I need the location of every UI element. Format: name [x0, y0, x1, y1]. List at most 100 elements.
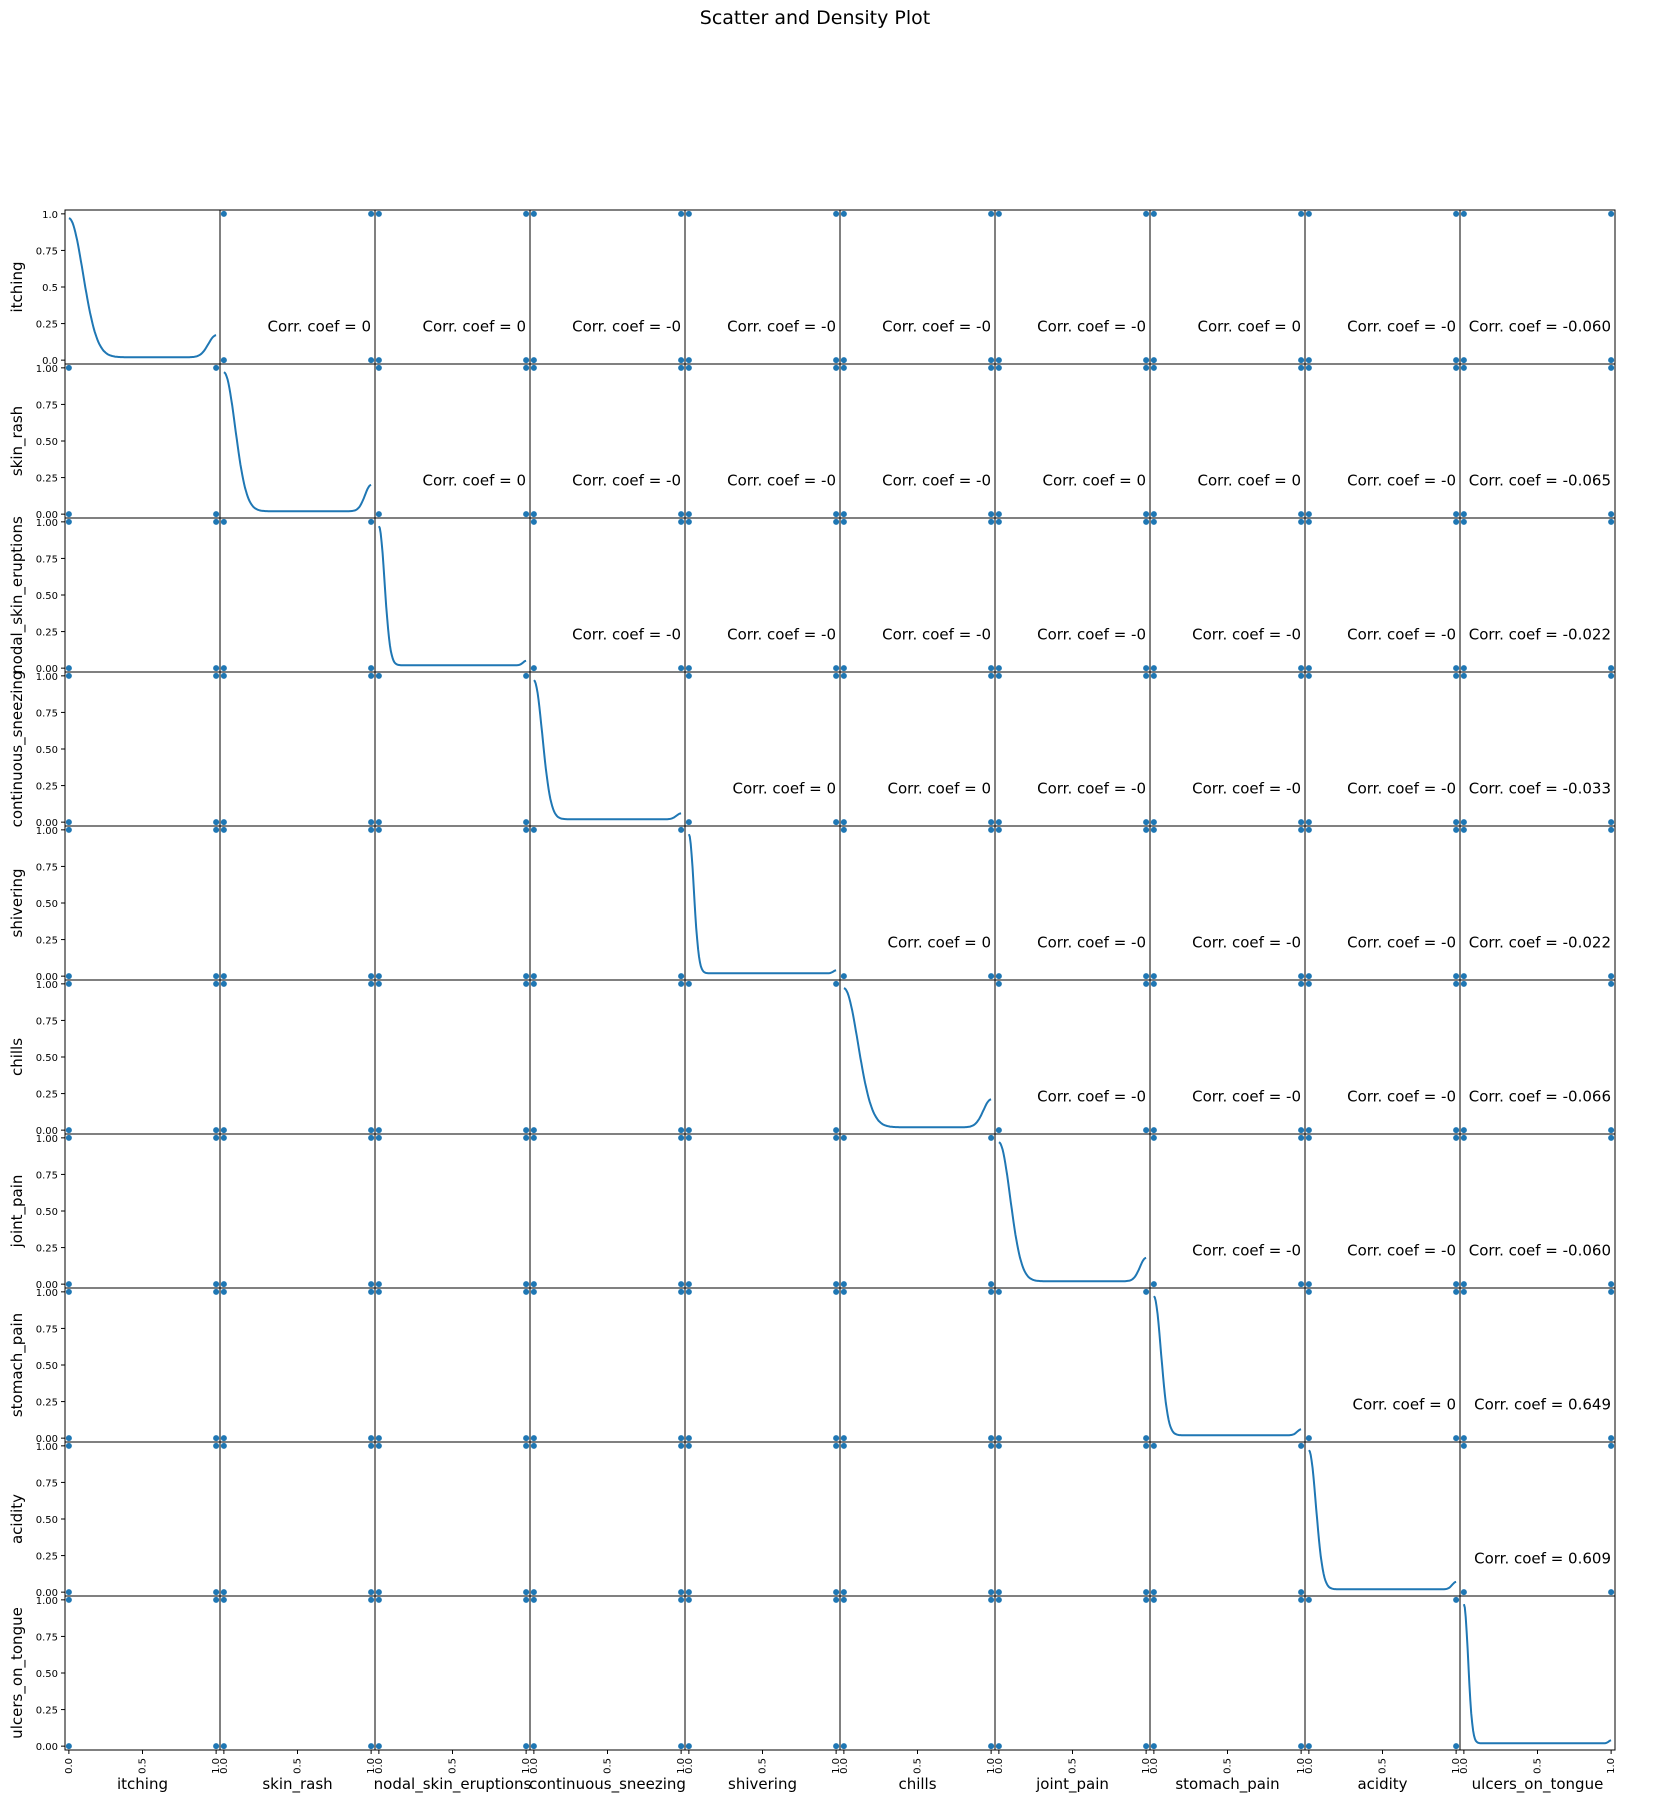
scatter-point-7-0-3: [213, 1288, 220, 1295]
subplot-frame-0-2: [374, 209, 531, 365]
scatter-point-5-1-3: [368, 980, 375, 987]
scatter-point-2-8-0: [1305, 665, 1312, 672]
scatter-point-4-7-1: [1150, 826, 1157, 833]
scatter-point-3-0-0: [65, 819, 72, 826]
scatter-point-5-7-2: [1298, 1127, 1305, 1134]
x-axis-label-continuous_sneezing: continuous_sneezing: [529, 1775, 686, 1794]
scatter-point-6-3-1: [530, 1134, 537, 1141]
corr-label-6-8: Corr. coef = -0: [1347, 1242, 1456, 1260]
y-tick-label-9-3: 0.75: [36, 1632, 58, 1643]
y-tick-label-3-0: 0.00: [36, 818, 58, 829]
scatter-point-4-1-1: [220, 826, 227, 833]
subplot-frame-9-7: [1149, 1595, 1306, 1751]
scatter-point-4-7-0: [1150, 973, 1157, 980]
scatter-point-0-3-0: [530, 357, 537, 364]
subplot-frame-3-8: [1304, 671, 1461, 827]
y-tick-label-8-2: 0.50: [36, 1515, 58, 1526]
scatter-point-5-2-3: [523, 980, 530, 987]
subplot-frame-3-3: [529, 671, 686, 827]
scatter-point-6-7-0: [1150, 1281, 1157, 1288]
scatter-point-8-7-1: [1150, 1442, 1157, 1449]
scatter-point-2-9-2: [1608, 665, 1615, 672]
corr-label-0-2: Corr. coef = 0: [423, 318, 526, 336]
scatter-point-2-4-2: [833, 665, 840, 672]
scatter-point-7-8-0: [1305, 1435, 1312, 1442]
subplot-frame-4-3: [529, 825, 686, 981]
subplot-frame-3-5: [839, 671, 996, 827]
scatter-point-6-2-1: [375, 1134, 382, 1141]
scatter-point-7-6-1: [995, 1288, 1002, 1295]
scatter-point-1-6-2: [1143, 511, 1150, 518]
x-tick-label-7-2: 1.0: [1296, 1758, 1307, 1774]
scatter-point-5-0-2: [213, 1127, 220, 1134]
scatter-point-9-8-2: [1453, 1743, 1460, 1750]
scatter-point-5-4-3: [833, 980, 840, 987]
scatter-point-2-5-3: [988, 518, 995, 525]
scatter-point-1-9-3: [1608, 364, 1615, 371]
subplot-frame-5-7: [1149, 979, 1306, 1135]
scatter-point-5-9-2: [1608, 1127, 1615, 1134]
x-tick-label-3-2: 1.0: [676, 1758, 687, 1774]
x-tick-label-9-1: 0.5: [1533, 1758, 1544, 1774]
y-tick-label-0-4: 1.0: [42, 210, 58, 221]
corr-label-1-8: Corr. coef = -0: [1347, 472, 1456, 490]
scatter-point-4-5-0: [840, 973, 847, 980]
y-tick-label-4-4: 1.00: [36, 826, 58, 837]
scatter-point-7-1-1: [220, 1288, 227, 1295]
scatter-point-3-0-3: [213, 672, 220, 679]
y-tick-label-2-3: 0.75: [36, 554, 58, 565]
scatter-point-9-5-1: [840, 1596, 847, 1603]
corr-label-3-9: Corr. coef = -0.033: [1469, 780, 1611, 798]
scatter-point-4-7-3: [1298, 826, 1305, 833]
subplot-frame-5-2: [374, 979, 531, 1135]
scatter-point-9-0-2: [213, 1743, 220, 1750]
corr-label-0-3: Corr. coef = -0: [572, 318, 681, 336]
x-tick-label-7-0: 0.0: [1149, 1758, 1160, 1774]
subplot-frame-5-6: [994, 979, 1151, 1135]
scatter-point-7-3-0: [530, 1435, 537, 1442]
scatter-point-9-1-0: [220, 1743, 227, 1750]
subplot-frame-6-4: [684, 1133, 841, 1289]
scatter-point-7-4-0: [685, 1435, 692, 1442]
scatter-point-3-5-3: [988, 672, 995, 679]
scatter-point-1-5-0: [840, 511, 847, 518]
corr-label-0-1: Corr. coef = 0: [268, 318, 371, 336]
kde-curve-itching: [68, 217, 217, 359]
subplot-frame-0-1: [219, 209, 376, 365]
subplot-frame-3-1: [219, 671, 376, 827]
corr-label-7-9: Corr. coef = 0.649: [1474, 1396, 1611, 1414]
subplot-frame-6-0: [64, 1133, 221, 1289]
scatter-point-5-1-0: [220, 1127, 227, 1134]
scatter-point-0-1-3: [368, 210, 375, 217]
corr-label-1-2: Corr. coef = 0: [423, 472, 526, 490]
scatter-point-7-4-1: [685, 1288, 692, 1295]
y-tick-label-7-4: 1.00: [36, 1288, 58, 1299]
scatter-point-4-9-2: [1608, 973, 1615, 980]
y-axis-label-itching: itching: [8, 262, 26, 313]
scatter-point-5-2-2: [523, 1127, 530, 1134]
subplot-frame-2-4: [684, 517, 841, 673]
y-tick-label-0-3: 0.75: [36, 246, 58, 257]
scatter-point-5-7-1: [1150, 980, 1157, 987]
scatter-point-1-8-2: [1453, 511, 1460, 518]
scatter-point-3-2-3: [523, 672, 530, 679]
scatter-point-1-8-0: [1305, 511, 1312, 518]
y-tick-label-2-2: 0.50: [36, 591, 58, 602]
scatter-point-8-9-2: [1608, 1589, 1615, 1596]
scatter-point-0-7-0: [1150, 357, 1157, 364]
scatter-point-4-6-1: [995, 826, 1002, 833]
y-tick-label-3-2: 0.50: [36, 745, 58, 756]
scatter-point-6-1-0: [220, 1281, 227, 1288]
scatter-point-7-0-0: [65, 1435, 72, 1442]
corr-label-3-7: Corr. coef = -0: [1192, 780, 1301, 798]
scatter-point-4-8-1: [1305, 826, 1312, 833]
scatter-point-8-5-3: [988, 1442, 995, 1449]
scatter-point-3-4-3: [833, 672, 840, 679]
scatter-point-6-0-3: [213, 1134, 220, 1141]
subplot-frame-0-3: [529, 209, 686, 365]
scatter-point-6-2-3: [523, 1134, 530, 1141]
subplot-frame-9-9: [1459, 1595, 1616, 1751]
scatter-point-6-8-1: [1305, 1134, 1312, 1141]
scatter-point-0-6-3: [1143, 210, 1150, 217]
scatter-point-1-4-1: [685, 364, 692, 371]
